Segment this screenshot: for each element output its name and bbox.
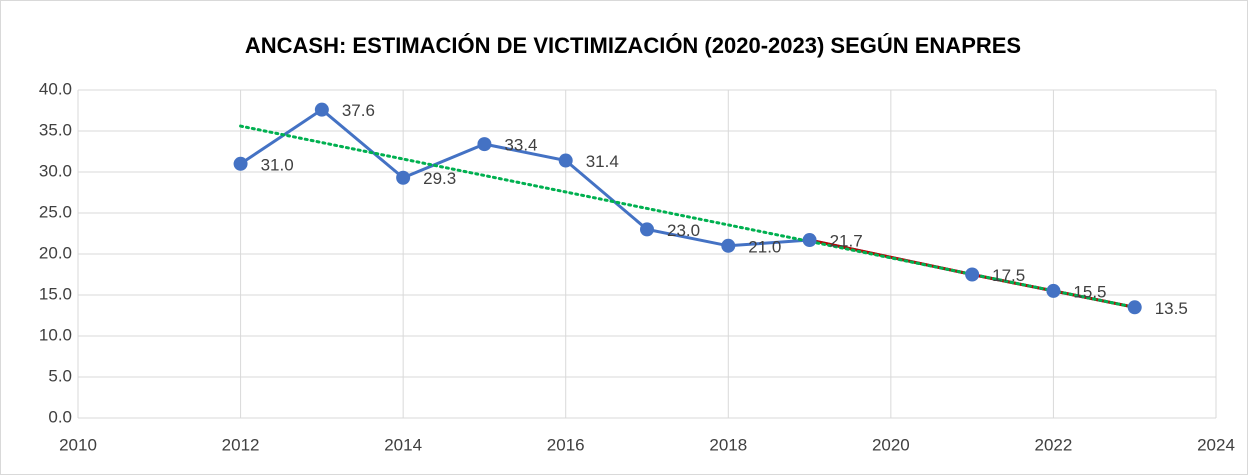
data-label: 21.7 [830, 232, 863, 251]
y-tick-label: 15.0 [39, 284, 72, 303]
y-tick-label: 20.0 [39, 243, 72, 262]
data-label: 31.4 [586, 152, 619, 171]
data-label: 23.0 [667, 221, 700, 240]
data-point [477, 137, 492, 152]
y-tick-label: 40.0 [39, 79, 72, 98]
data-label: 33.4 [504, 136, 537, 155]
data-point [721, 238, 736, 253]
data-label: 15.5 [1073, 282, 1106, 301]
data-point [1127, 300, 1142, 315]
y-tick-label: 5.0 [48, 366, 72, 385]
x-tick-label: 2012 [222, 435, 260, 454]
data-label: 31.0 [261, 155, 294, 174]
y-tick-label: 0.0 [48, 407, 72, 426]
y-tick-label: 10.0 [39, 325, 72, 344]
data-point [965, 267, 980, 282]
data-point [1046, 283, 1061, 298]
y-tick-label: 25.0 [39, 202, 72, 221]
data-label: 21.0 [748, 237, 781, 256]
y-tick-label: 30.0 [39, 161, 72, 180]
x-tick-label: 2010 [59, 435, 97, 454]
data-label: 13.5 [1155, 299, 1188, 318]
data-label: 17.5 [992, 266, 1025, 285]
x-tick-label: 2014 [384, 435, 422, 454]
data-point [802, 233, 817, 248]
data-label: 29.3 [423, 169, 456, 188]
x-tick-label: 2024 [1197, 435, 1235, 454]
y-tick-label: 35.0 [39, 120, 72, 139]
data-label: 37.6 [342, 101, 375, 120]
series-line [239, 124, 1137, 309]
data-point [396, 170, 411, 185]
data-point [558, 153, 573, 168]
x-tick-label: 2022 [1035, 435, 1073, 454]
data-point [640, 222, 654, 237]
data-point [233, 156, 248, 171]
data-point [314, 102, 329, 117]
x-tick-label: 2018 [709, 435, 747, 454]
x-tick-label: 2016 [547, 435, 585, 454]
chart-title: ANCASH: ESTIMACIÓN DE VICTIMIZACIÓN (202… [245, 33, 1021, 58]
x-tick-label: 2020 [872, 435, 910, 454]
